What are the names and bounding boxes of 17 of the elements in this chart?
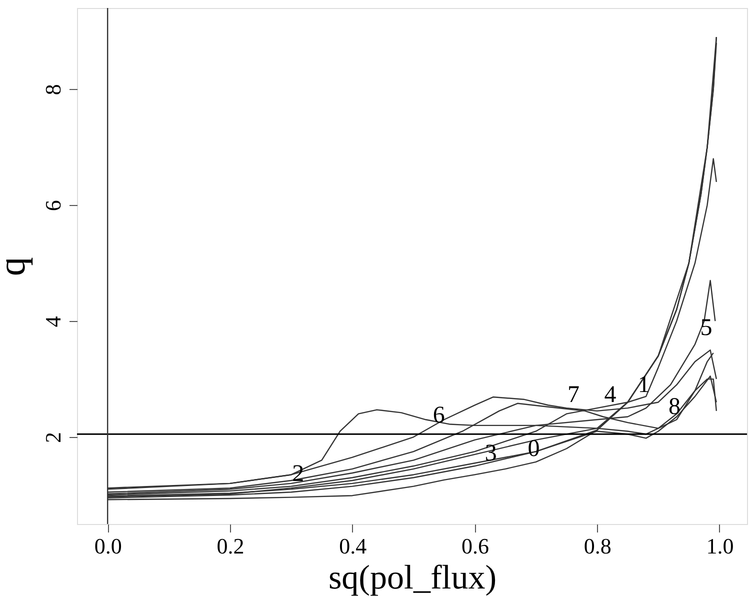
x-tick-label: 0.4 — [339, 534, 367, 558]
y-tick-label: 6 — [40, 200, 66, 212]
annotation: 1 — [638, 372, 650, 398]
annotation: 5 — [700, 314, 712, 341]
annotation: 7 — [568, 382, 580, 408]
x-tick-label: 0.6 — [461, 534, 489, 558]
annotation: 4 — [604, 382, 616, 408]
x-tick-label: 0.8 — [584, 534, 612, 558]
annotation: 8 — [668, 394, 680, 420]
x-tick-label: 0.2 — [216, 534, 244, 558]
y-tick-label: 2 — [40, 432, 66, 444]
y-axis-title: q — [0, 257, 34, 276]
x-tick-label: 0.0 — [94, 534, 122, 558]
x-tick-label: 1.0 — [706, 534, 734, 558]
x-axis-title: sq(pol_flux) — [328, 560, 497, 596]
y-tick-label: 8 — [40, 84, 66, 96]
y-tick-label: 4 — [40, 316, 66, 328]
